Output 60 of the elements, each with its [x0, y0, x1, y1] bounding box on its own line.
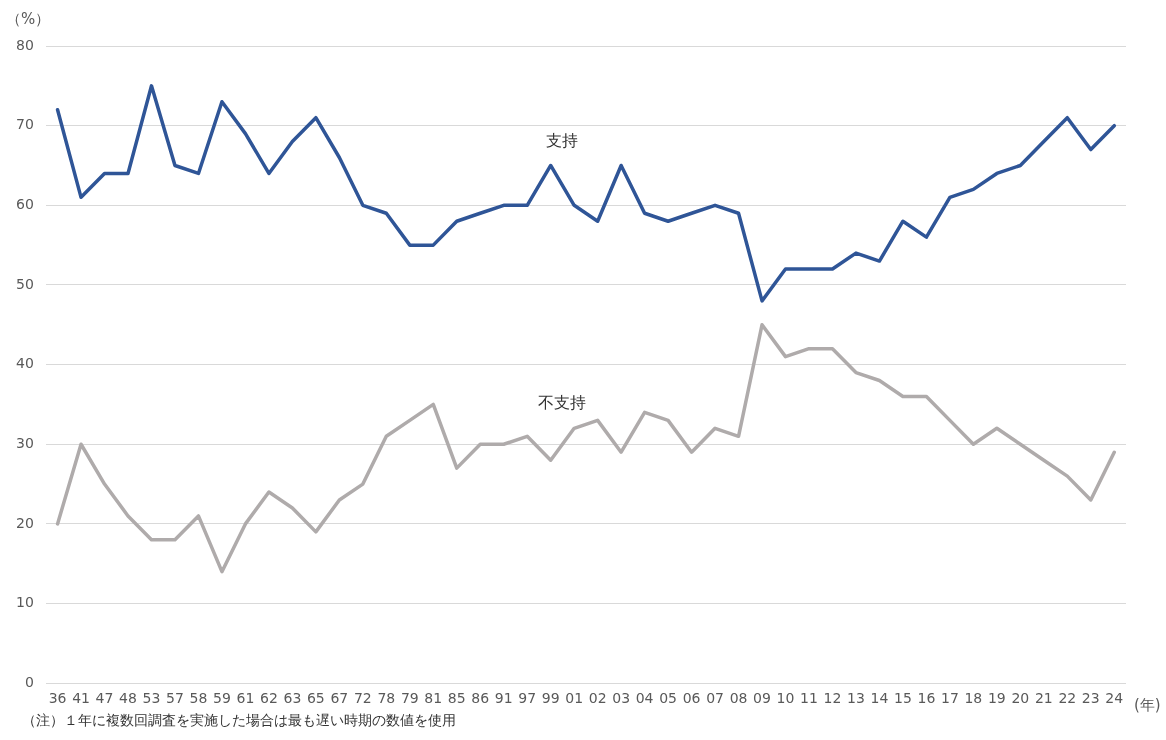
x-tick-label: 02: [588, 690, 607, 707]
y-tick-label: 40: [15, 355, 34, 372]
y-tick-label: 50: [15, 275, 34, 292]
x-tick-label: 78: [377, 690, 396, 707]
x-tick-label: 24: [1105, 690, 1124, 707]
x-tick-label: 85: [447, 690, 466, 707]
y-tick-label: 30: [15, 434, 34, 451]
x-tick-label: 08: [729, 690, 748, 707]
series-label: 不支持: [538, 393, 587, 413]
x-tick-label: 41: [72, 690, 90, 707]
x-tick-label: 06: [682, 690, 701, 707]
x-tick-label: 99: [541, 690, 560, 707]
x-tick-label: 59: [213, 690, 231, 707]
x-tick-label: 48: [119, 690, 137, 707]
x-tick-label: 63: [283, 690, 302, 707]
x-tick-label: 18: [964, 690, 983, 707]
x-tick-label: 17: [940, 690, 959, 707]
x-tick-label: 10: [776, 690, 795, 707]
x-tick-label: 13: [847, 690, 865, 707]
y-axis-title: （%）: [6, 9, 51, 28]
x-tick-label: 23: [1081, 690, 1100, 707]
x-tick-label: 19: [987, 690, 1006, 707]
y-tick-label: 0: [24, 673, 34, 690]
x-tick-label: 67: [330, 690, 349, 707]
x-axis-title: (年): [1134, 695, 1161, 714]
x-tick-label: 65: [306, 690, 325, 707]
x-tick-label: 11: [800, 690, 818, 707]
x-tick-label: 12: [823, 690, 842, 707]
x-tick-label: 20: [1011, 690, 1030, 707]
x-tick-label: 81: [424, 690, 443, 707]
x-tick-label: 97: [518, 690, 537, 707]
x-tick-label: 04: [635, 690, 654, 707]
x-tick-label: 09: [753, 690, 771, 707]
x-tick-label: 62: [259, 690, 278, 707]
x-tick-label: 61: [236, 690, 255, 707]
x-tick-label: 36: [48, 690, 67, 707]
x-tick-label: 14: [870, 690, 889, 707]
y-tick-label: 20: [15, 514, 34, 531]
y-tick-label: 60: [15, 195, 34, 212]
x-tick-label: 15: [894, 690, 912, 707]
x-tick-label: 07: [706, 690, 724, 707]
y-tick-label: 70: [15, 116, 34, 133]
x-tick-label: 86: [471, 690, 490, 707]
x-tick-label: 91: [494, 690, 513, 707]
x-tick-label: 58: [189, 690, 208, 707]
y-tick-label: 80: [15, 36, 34, 53]
x-tick-label: 01: [565, 690, 584, 707]
x-tick-label: 21: [1034, 690, 1053, 707]
x-tick-label: 22: [1058, 690, 1077, 707]
x-tick-label: 47: [95, 690, 114, 707]
x-tick-label: 53: [142, 690, 161, 707]
x-tick-label: 16: [917, 690, 936, 707]
x-tick-label: 05: [659, 690, 678, 707]
series-label: 支持: [546, 130, 579, 150]
x-tick-label: 72: [353, 690, 372, 707]
x-tick-label: 79: [400, 690, 419, 707]
y-tick-label: 10: [15, 594, 34, 611]
x-tick-label: 03: [612, 690, 631, 707]
x-tick-label: 57: [166, 690, 184, 707]
text: （注）１年に複数回調査を実施した場合は最も遅い時期の数値を使用: [21, 712, 457, 730]
